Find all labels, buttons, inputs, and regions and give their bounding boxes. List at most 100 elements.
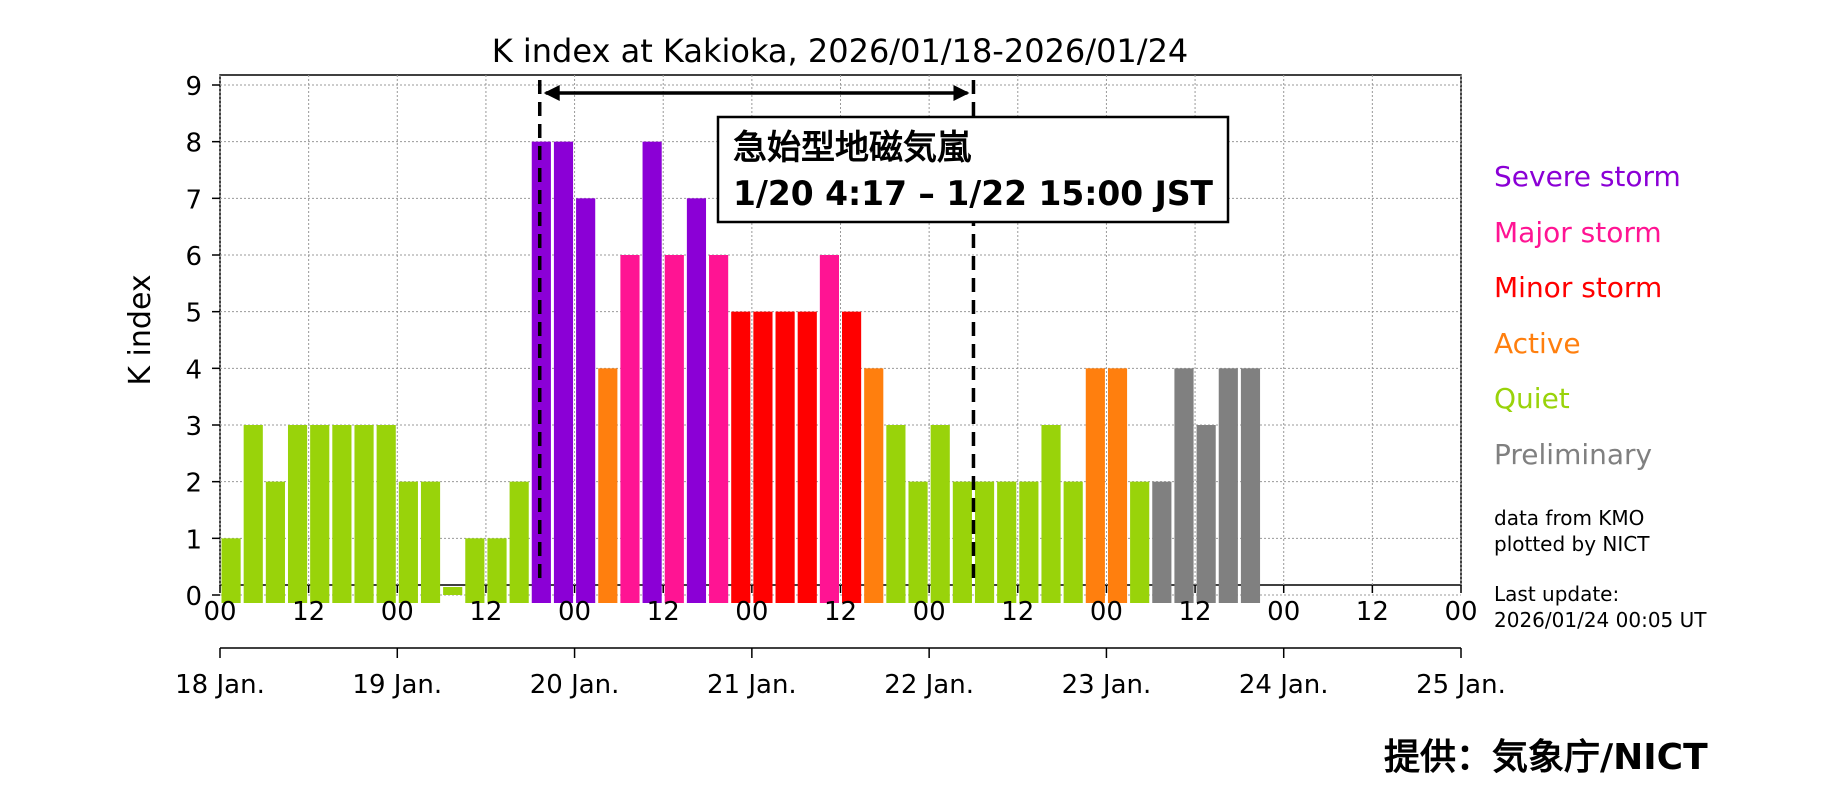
- k-index-bar: [664, 255, 684, 603]
- y-tick-label: 7: [185, 185, 202, 215]
- storm-annotation: 急始型地磁気嵐 1/20 4:17 – 1/22 15:00 JST: [537, 80, 1230, 585]
- k-index-bar: [1152, 481, 1172, 603]
- arrow-head-left: [543, 85, 560, 101]
- k-index-bar: [864, 368, 884, 603]
- k-index-bar: [509, 481, 529, 603]
- x-hour-label: 12: [292, 597, 325, 627]
- day-label: 19 Jan.: [352, 670, 442, 700]
- k-index-bar: [974, 481, 995, 603]
- x-hour-label: 12: [469, 597, 502, 627]
- legend-item: Preliminary: [1494, 437, 1653, 471]
- k-index-bar: [1019, 481, 1039, 603]
- x-hour-label: 00: [1267, 597, 1300, 627]
- y-tick-label: 6: [185, 242, 202, 272]
- k-index-bar: [310, 425, 330, 603]
- x-hour-label: 00: [735, 597, 768, 627]
- k-index-bar: [1085, 368, 1105, 603]
- y-tick-label: 8: [185, 129, 202, 159]
- day-label: 18 Jan.: [175, 670, 265, 700]
- k-index-bar: [1218, 368, 1238, 603]
- k-index-bar: [1063, 481, 1083, 603]
- k-index-bar: [1196, 425, 1216, 603]
- k-index-bar: [686, 198, 707, 604]
- y-tick-label: 1: [185, 525, 202, 555]
- k-index-bar: [598, 368, 618, 603]
- k-index-bar: [886, 425, 906, 603]
- k-index-bar: [1174, 368, 1194, 603]
- k-index-bar: [797, 311, 817, 603]
- k-index-bar: [731, 311, 751, 603]
- k-index-bar: [1107, 368, 1128, 603]
- y-tick-label: 9: [185, 72, 202, 102]
- x-hour-label: 00: [1090, 597, 1123, 627]
- legend-item: Major storm: [1494, 215, 1662, 249]
- k-index-bar: [376, 425, 396, 603]
- y-tick-label: 0: [185, 582, 202, 612]
- day-label: 23 Jan.: [1062, 670, 1152, 700]
- day-label: 20 Jan.: [530, 670, 620, 700]
- y-tick-label: 5: [185, 299, 202, 329]
- k-index-bar: [1130, 481, 1150, 603]
- x-hour-label: 00: [558, 597, 591, 627]
- k-index-bar: [576, 198, 596, 604]
- legend-item: Active: [1494, 326, 1581, 360]
- day-label: 21 Jan.: [707, 670, 797, 700]
- last-update-note: Last update: 2026/01/24 00:05 UT: [1494, 581, 1706, 633]
- y-tick-label: 4: [185, 355, 202, 385]
- k-index-bar: [354, 425, 374, 603]
- k-index-bar: [420, 481, 441, 603]
- annotation-title: 急始型地磁気嵐: [733, 128, 972, 168]
- last-update-value: 2026/01/24 00:05 UT: [1494, 608, 1707, 632]
- legend-item: Minor storm: [1494, 271, 1663, 304]
- x-hour-label: 12: [824, 597, 857, 627]
- x-hour-label: 12: [1356, 597, 1389, 627]
- k-index-bar: [243, 425, 263, 603]
- k-index-bar: [952, 481, 972, 603]
- k-index-bar: [753, 311, 773, 603]
- k-index-bar: [487, 538, 507, 603]
- x-hour-label: 12: [1001, 597, 1034, 627]
- day-label: 25 Jan.: [1416, 670, 1506, 700]
- day-label: 24 Jan.: [1239, 670, 1329, 700]
- x-hour-label: 00: [913, 597, 946, 627]
- x-hour-label: 12: [647, 597, 680, 627]
- k-index-bar: [620, 255, 640, 603]
- k-index-bar: [775, 311, 795, 603]
- arrow-head-right: [953, 85, 970, 101]
- bars-group: [221, 141, 1261, 604]
- k-index-bar: [642, 141, 662, 603]
- day-label: 22 Jan.: [884, 670, 974, 700]
- last-update-label: Last update:: [1494, 582, 1620, 606]
- annotation-period: 1/20 4:17 – 1/22 15:00 JST: [733, 174, 1214, 214]
- k-index-bar: [709, 255, 729, 603]
- k-index-bar: [908, 481, 928, 603]
- credit-text: 提供：気象庁/NICT: [1384, 737, 1708, 778]
- data-source-note: data from KMO plotted by NICT: [1494, 505, 1649, 557]
- k-index-bar: [997, 481, 1017, 603]
- k-index-bar: [465, 538, 485, 603]
- data-from-text: data from KMO: [1494, 506, 1645, 530]
- y-axis-label: K index: [123, 274, 158, 385]
- k-index-bar: [332, 425, 352, 603]
- x-hour-label: 12: [1179, 597, 1212, 627]
- annotation-box: [716, 115, 1230, 224]
- k-index-bar: [1240, 368, 1261, 603]
- k-index-bar: [819, 255, 839, 603]
- x-hour-label: 00: [203, 597, 236, 627]
- k-index-bar: [265, 481, 285, 603]
- plotted-by-text: plotted by NICT: [1494, 532, 1650, 556]
- legend-item: Severe storm: [1494, 160, 1681, 193]
- k-index-bar: [287, 425, 308, 603]
- k-index-bar: [443, 587, 463, 595]
- y-tick-label: 2: [185, 469, 202, 499]
- chart-title: K index at Kakioka, 2026/01/18-2026/01/2…: [492, 32, 1189, 70]
- x-hour-label: 00: [1444, 597, 1477, 627]
- legend-item: Quiet: [1494, 382, 1570, 415]
- y-tick-label: 3: [185, 412, 202, 442]
- k-index-bar: [553, 141, 574, 603]
- x-hour-label: 00: [381, 597, 414, 627]
- k-index-bar: [842, 311, 862, 603]
- k-index-bar: [1041, 425, 1061, 603]
